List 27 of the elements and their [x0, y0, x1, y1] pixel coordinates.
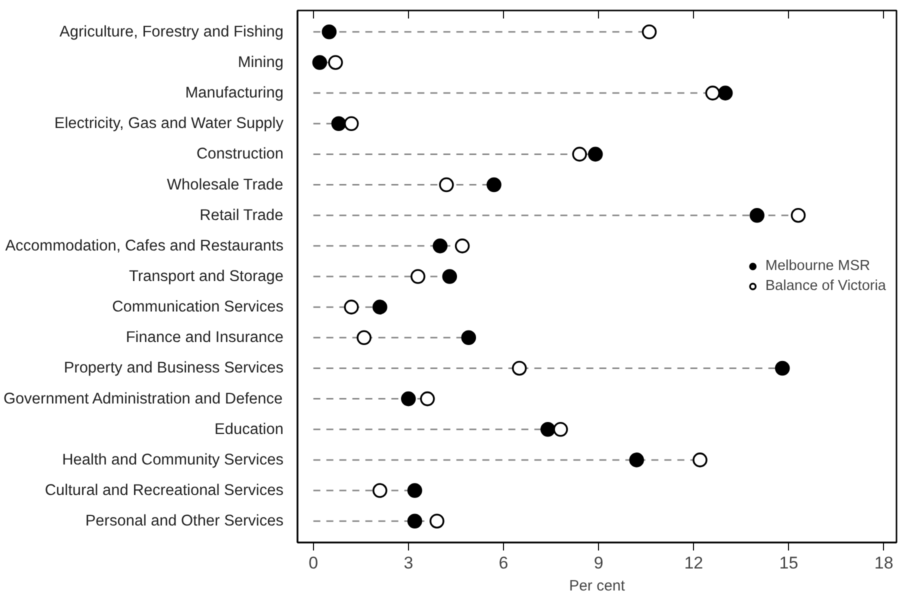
y-tick-label: Construction [196, 146, 284, 163]
y-tick-label: Wholesale Trade [166, 176, 284, 194]
y-tick-label: Agriculture, Forestry and Fishing [60, 23, 284, 40]
y-tick-label: Property and Business Services [64, 360, 284, 377]
y-tick-label: Education [214, 420, 284, 438]
y-tick-label: Mining [238, 54, 284, 71]
y-tick-label: Health and Community Services [62, 451, 284, 468]
x-tick-label: 12 [684, 554, 704, 572]
y-tick-label: Government Administration and Defence [3, 390, 283, 408]
y-tick-label: Transport and Storage [128, 268, 284, 285]
y-tick-label: Retail Trade [200, 206, 284, 224]
x-tick-label: 18 [874, 554, 894, 572]
y-tick-label: Finance and Insurance [126, 329, 284, 346]
y-tick-label: Cultural and Recreational Services [44, 482, 284, 500]
legend-label: Melbourne MSR [765, 258, 870, 274]
x-tick-label: 3 [404, 554, 414, 572]
y-tick-label: Electricity, Gas and Water Supply [54, 115, 284, 132]
y-tick-label: Accommodation, Cafes and Restaurants [5, 237, 284, 254]
x-axis-title: Per cent [569, 578, 626, 594]
y-tick-label: Personal and Other Services [85, 512, 284, 530]
y-tick-label: Manufacturing [185, 84, 284, 102]
x-tick-label: 15 [779, 554, 798, 572]
y-tick-label: Communication Services [112, 298, 284, 316]
legend-label: Balance of Victoria [765, 278, 886, 294]
x-tick-label: 6 [498, 554, 508, 572]
x-tick-label: 9 [594, 554, 604, 572]
x-tick-label: 0 [308, 554, 318, 572]
